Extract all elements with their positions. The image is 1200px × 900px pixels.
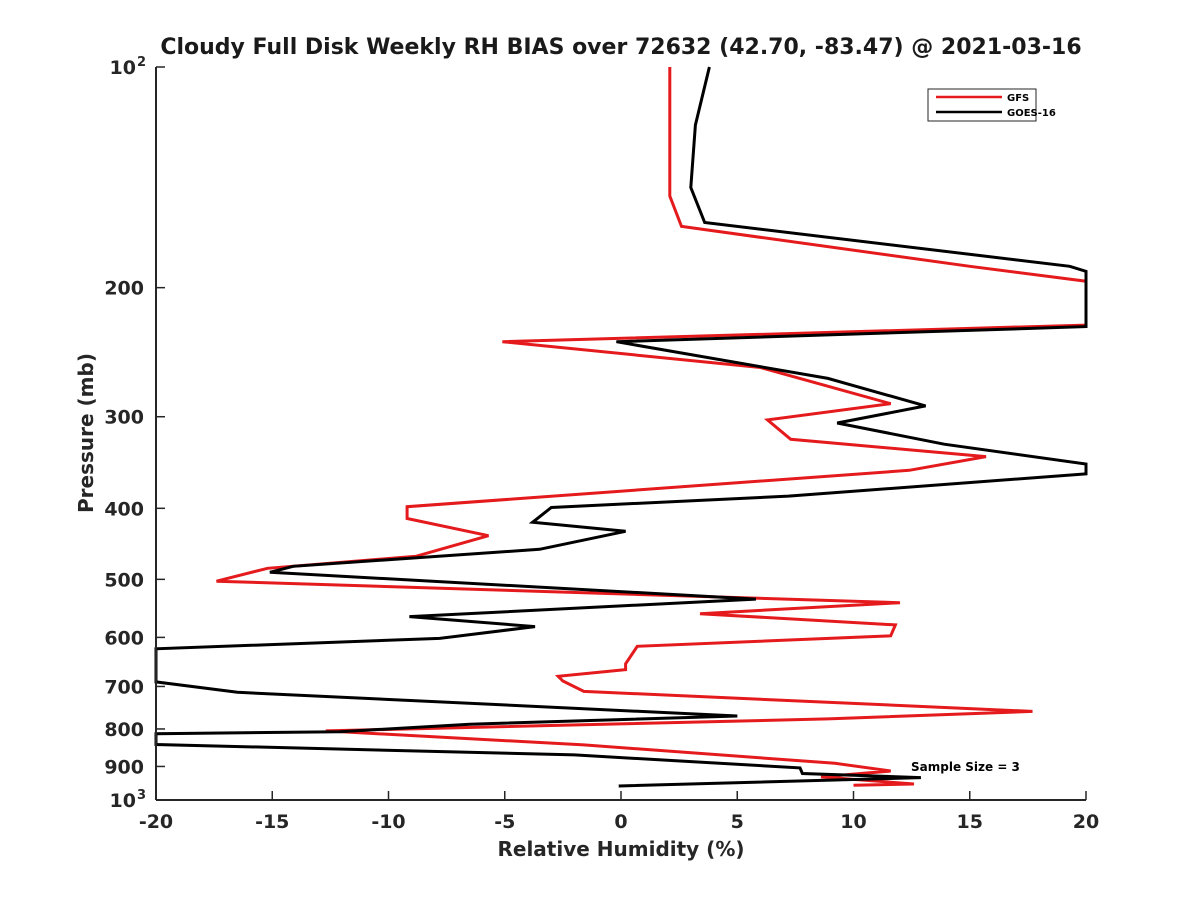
y-tick-label: 800	[104, 719, 144, 741]
x-tick-label: -20	[139, 811, 173, 833]
y-axis-label: Pressure (mb)	[74, 353, 98, 513]
y-tick-label: 600	[104, 627, 144, 649]
x-tick-label: 20	[1073, 811, 1099, 833]
y-tick-label: 300	[104, 407, 144, 429]
x-tick-label: -15	[255, 811, 289, 833]
y-tick-exponent: 2	[137, 55, 146, 70]
legend-box	[927, 88, 1037, 122]
series-layer	[154, 66, 1088, 788]
x-tick-label: 10	[840, 811, 866, 833]
x-tick-label: -10	[371, 811, 405, 833]
sample-size-annotation: Sample Size = 3	[911, 760, 1020, 774]
x-tick-label: 0	[614, 811, 627, 833]
y-tick-label: 400	[104, 498, 144, 520]
series-line-goes16	[154, 66, 1088, 788]
y-tick-label: 10	[110, 790, 136, 812]
y-tick-label: 10	[110, 57, 136, 79]
x-ticks: -20 -15 -10 -5 0 5 10 15 20	[139, 791, 1099, 833]
legend: GFS GOES-16	[927, 88, 1056, 122]
x-axis-label: Relative Humidity (%)	[497, 837, 744, 861]
x-tick-label: -5	[494, 811, 515, 833]
chart-title: Cloudy Full Disk Weekly RH BIAS over 726…	[160, 35, 1081, 60]
y-tick-label: 500	[104, 569, 144, 591]
legend-label-goes16: GOES-16	[1007, 108, 1056, 119]
y-tick-label: 700	[104, 676, 144, 698]
x-tick-label: 5	[731, 811, 744, 833]
y-tick-exponent: 3	[137, 788, 146, 803]
y-tick-label: 200	[104, 278, 144, 300]
legend-label-gfs: GFS	[1007, 93, 1029, 104]
y-tick-label: 900	[104, 756, 144, 778]
plot-frame	[156, 67, 1086, 800]
x-tick-label: 15	[957, 811, 983, 833]
